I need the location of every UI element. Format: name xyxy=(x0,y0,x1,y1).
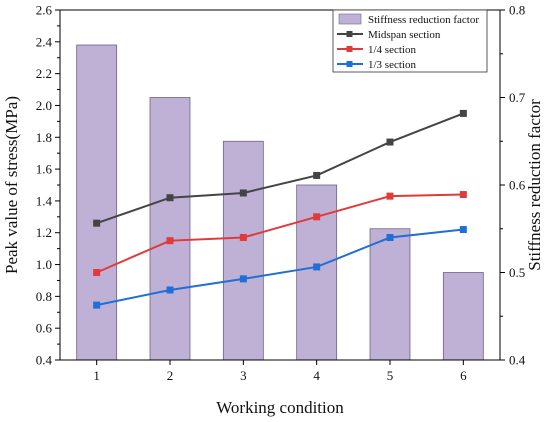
series-point-1-6 xyxy=(459,191,467,199)
series-point-0-2 xyxy=(166,194,174,202)
lines-layer xyxy=(93,109,467,309)
series-point-2-6 xyxy=(459,226,467,234)
series-point-0-4 xyxy=(313,171,321,179)
y-tick-label: 1.2 xyxy=(36,225,52,240)
y-tick-label: 2.2 xyxy=(36,66,52,81)
x-tick-label: 5 xyxy=(387,368,394,383)
series-point-0-1 xyxy=(93,219,101,227)
y2-tick-label: 0.7 xyxy=(509,90,526,105)
x-tick-label: 2 xyxy=(167,368,174,383)
y-tick-label: 1.8 xyxy=(36,130,52,145)
y-tick-label: 2.4 xyxy=(36,34,53,49)
y-tick-label: 2.6 xyxy=(36,3,53,18)
series-point-2-4 xyxy=(313,263,321,271)
y2-tick-label: 0.6 xyxy=(509,178,526,193)
x-tick-label: 1 xyxy=(93,368,100,383)
y2-tick-label: 0.5 xyxy=(509,265,525,280)
bar-stiffness-4 xyxy=(296,184,338,361)
y-tick-label: 0.6 xyxy=(36,321,53,336)
legend-label: Stiffness reduction factor xyxy=(368,14,479,26)
bars-layer xyxy=(76,44,484,361)
x-tick-label: 6 xyxy=(460,368,467,383)
series-point-1-4 xyxy=(313,213,321,221)
y-tick-label: 1.0 xyxy=(36,257,52,272)
legend-swatch xyxy=(338,13,362,25)
series-point-2-2 xyxy=(166,286,174,294)
series-point-1-5 xyxy=(386,192,394,200)
axes-layer: 0.4 0.6 0.8 1.0 1.2 1.4 1.6 1.8 2.0 2.2 2.4 2.6 0.4 0… xyxy=(36,3,526,384)
series-point-2-5 xyxy=(386,234,394,241)
series-point-0-6 xyxy=(459,109,467,117)
series-point-2-1 xyxy=(93,301,101,309)
legend-marker xyxy=(346,31,353,37)
bar-stiffness-2 xyxy=(149,97,191,361)
series-point-1-2 xyxy=(166,237,174,245)
series-point-2-3 xyxy=(239,275,247,283)
y-tick-label: 0.8 xyxy=(36,289,52,304)
series-point-0-5 xyxy=(386,138,394,146)
series-line-1 xyxy=(96,193,464,274)
legend-label: Midspan section xyxy=(368,29,441,41)
series-line-0 xyxy=(96,112,464,225)
x-tick-label: 3 xyxy=(240,368,247,383)
bar-stiffness-1 xyxy=(76,44,118,361)
legend-marker xyxy=(346,46,353,52)
bar-stiffness-6 xyxy=(442,272,484,361)
y-tick-label: 1.4 xyxy=(36,193,53,208)
bar-stiffness-3 xyxy=(222,140,264,361)
bar-stiffness-5 xyxy=(369,228,411,361)
series-point-0-3 xyxy=(239,189,247,197)
series-line-2 xyxy=(96,228,464,307)
y2-axis-title: Stiffness reduction factor xyxy=(525,99,544,271)
x-tick-label: 4 xyxy=(313,368,320,383)
legend-label: 1/4 section xyxy=(368,44,416,56)
legend: Stiffness reduction factor Midspan sectio… xyxy=(332,9,488,73)
y-tick-label: 0.4 xyxy=(36,353,53,368)
series-point-1-1 xyxy=(93,269,101,276)
y-tick-label: 1.6 xyxy=(36,162,53,177)
legend-label: 1/3 section xyxy=(368,59,416,71)
y-tick-label: 2.0 xyxy=(36,98,52,113)
legend-marker xyxy=(346,61,353,67)
x-axis-title: Working condition xyxy=(216,398,344,417)
y2-tick-label: 0.8 xyxy=(509,3,525,18)
series-point-1-3 xyxy=(239,234,247,241)
y2-tick-label: 0.4 xyxy=(509,353,526,368)
y-axis-title: Peak value of stress(MPa) xyxy=(2,96,21,274)
